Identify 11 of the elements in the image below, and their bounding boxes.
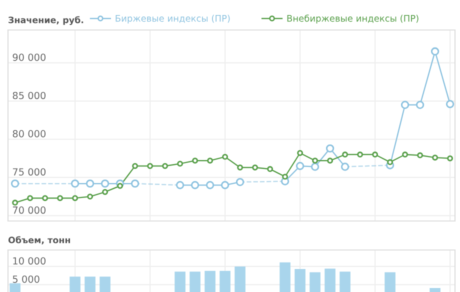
y-axis-title: Объем, тонн [8, 236, 70, 244]
y-tick-label: 75 000 [12, 168, 46, 176]
legend-label: Биржевые индексы (ПР) [116, 14, 230, 24]
legend-label: Внебиржевые индексы (ПР) [287, 14, 418, 24]
y-tick-label: 90 000 [12, 54, 46, 61]
y-tick-label: 5 000 [12, 275, 40, 283]
y-axis-title: Значение, руб. [8, 16, 84, 25]
y-tick-label: 10 000 [13, 257, 46, 265]
y-tick-label: 70 000 [12, 206, 46, 214]
y-tick-label: 80 000 [12, 130, 46, 138]
y-tick-label: 85 000 [12, 92, 46, 100]
